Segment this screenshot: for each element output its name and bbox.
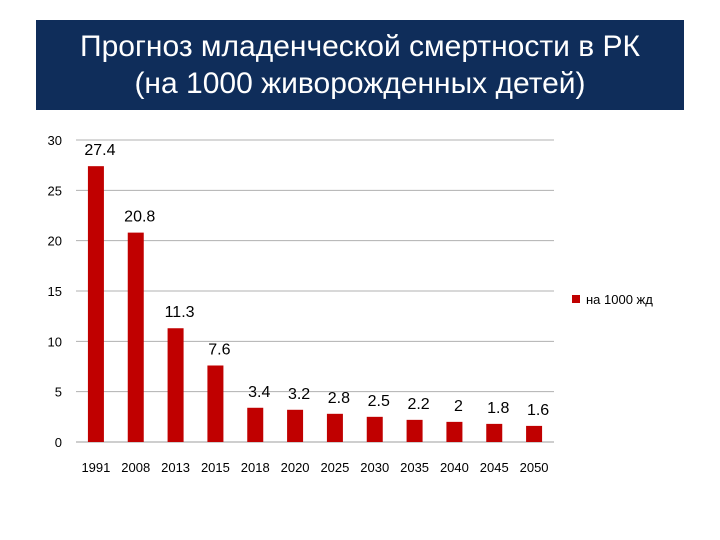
x-tick-label: 2040 [440,460,469,475]
bar [446,421,463,442]
data-label: 1.8 [487,400,509,417]
x-tick-label: 2020 [281,460,310,475]
bar [287,409,304,442]
data-label: 2.8 [328,390,350,407]
bar [486,423,503,442]
x-tick-label: 2015 [201,460,230,475]
bar [326,413,343,442]
data-label: 7.6 [208,341,230,358]
y-tick-label: 30 [48,133,62,148]
bar [167,328,184,442]
chart-title-line-1: Прогноз младенческой смертности в РК [80,30,640,63]
x-tick-label: 2008 [121,460,150,475]
x-tick-label: 1991 [81,460,110,475]
data-label: 2.5 [368,393,390,410]
y-tick-label: 0 [55,435,62,450]
bar [87,166,104,442]
data-label: 2.2 [407,396,429,413]
x-tick-label: 2030 [360,460,389,475]
legend-swatch [572,295,580,303]
x-tick-label: 2045 [480,460,509,475]
x-tick-label: 2050 [520,460,549,475]
x-tick-label: 2013 [161,460,190,475]
chart-title-banner: Прогноз младенческой смертности в РК (на… [36,20,684,110]
bar [366,416,383,442]
bar [127,232,144,442]
data-label: 20.8 [124,209,155,226]
data-label: 2 [454,398,463,415]
legend-label: на 1000 жд [586,292,653,307]
bar [247,407,264,442]
y-tick-label: 10 [48,334,62,349]
data-label: 3.2 [288,386,310,403]
data-label: 11.3 [165,304,195,321]
y-tick-label: 5 [55,385,62,400]
y-tick-label: 15 [48,284,62,299]
x-tick-label: 2035 [400,460,429,475]
bar [207,365,224,442]
chart-title-line-2: (на 1000 живорожденных детей) [134,67,586,100]
x-tick-label: 2018 [241,460,270,475]
data-label: 27.4 [84,142,115,159]
bar [526,425,543,442]
y-tick-label: 25 [48,183,62,198]
data-label: 1.6 [527,402,549,419]
x-tick-label: 2025 [320,460,349,475]
y-tick-label: 20 [48,234,62,249]
data-label: 3.4 [248,384,270,401]
bar [406,419,423,442]
